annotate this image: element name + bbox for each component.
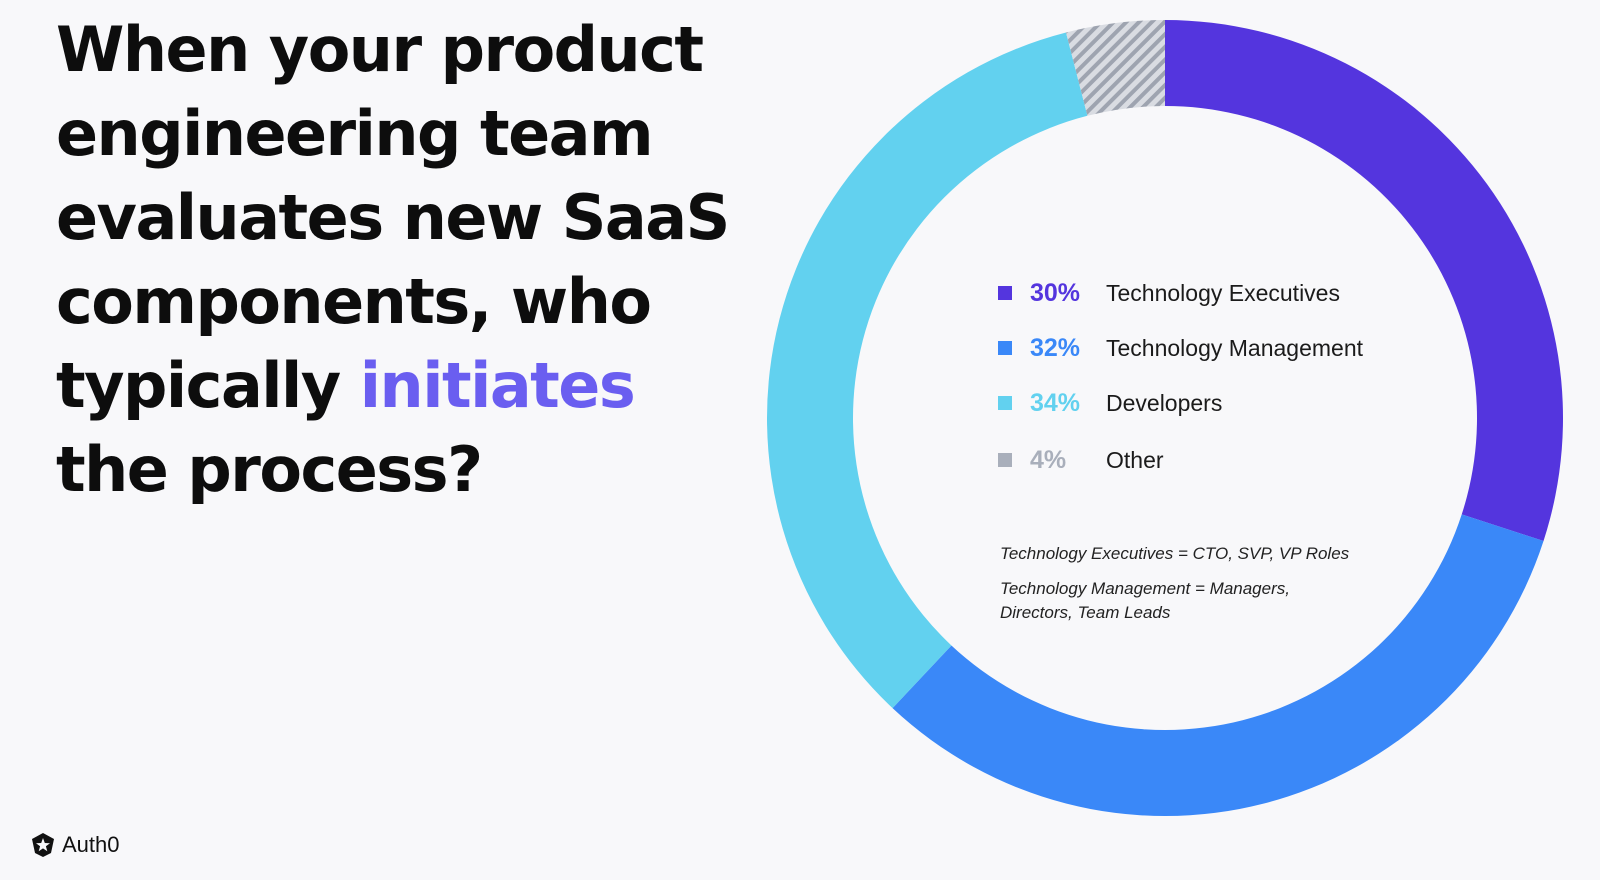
auth0-logo: Auth0 bbox=[30, 832, 120, 858]
legend-item-developers: 34% Developers bbox=[998, 388, 1222, 418]
slice-executives bbox=[1165, 20, 1563, 541]
legend-label-developers: Developers bbox=[1106, 389, 1223, 416]
slice-management bbox=[892, 514, 1544, 817]
headline-text-end: the process? bbox=[56, 433, 483, 506]
note-management: Technology Management = Managers, Direct… bbox=[1000, 579, 1290, 622]
headline: When your product engineering team evalu… bbox=[56, 8, 756, 512]
legend-label-executives: Technology Executives bbox=[1106, 279, 1340, 306]
headline-text: When your product engineering team evalu… bbox=[56, 13, 730, 422]
legend-value-management: 32% bbox=[1030, 333, 1081, 362]
legend-label-management: Technology Management bbox=[1106, 334, 1363, 361]
legend-swatch-executives bbox=[998, 286, 1012, 300]
chart-notes: Technology Executives = CTO, SVP, VP Rol… bbox=[1000, 542, 1420, 636]
brand-name: Auth0 bbox=[62, 832, 120, 857]
legend-label-other: Other bbox=[1106, 446, 1164, 473]
legend-swatch-other bbox=[998, 453, 1012, 467]
slice-other bbox=[1066, 20, 1165, 116]
note-executives: Technology Executives = CTO, SVP, VP Rol… bbox=[1000, 544, 1350, 563]
headline-highlight: initiates bbox=[359, 349, 636, 422]
slice-developers bbox=[767, 32, 1088, 709]
auth0-shield-star-icon bbox=[32, 833, 54, 857]
legend-value-executives: 30% bbox=[1030, 278, 1081, 307]
legend-value-other: 4% bbox=[1030, 445, 1067, 474]
legend-item-management: 32% Technology Management bbox=[998, 333, 1363, 363]
legend-swatch-management bbox=[998, 341, 1012, 355]
legend-item-other: 4% Other bbox=[998, 445, 1164, 475]
legend-swatch-developers bbox=[998, 396, 1012, 410]
legend-value-developers: 34% bbox=[1030, 388, 1081, 417]
legend-item-executives: 30% Technology Executives bbox=[998, 278, 1340, 308]
